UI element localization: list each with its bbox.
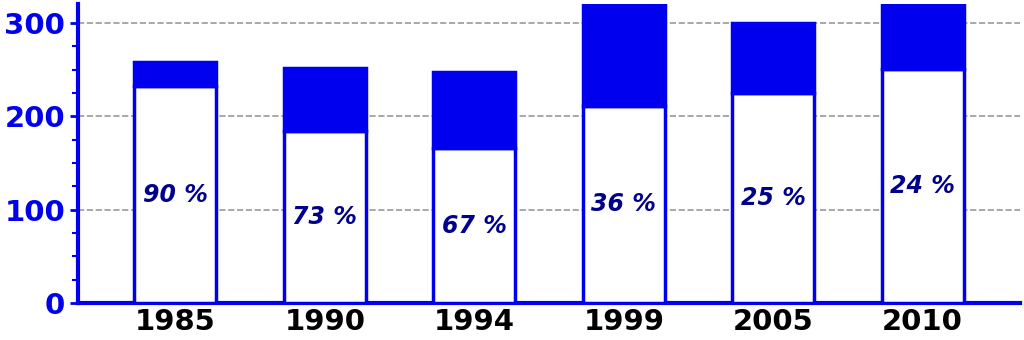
Bar (732, 23, 814, 93)
Bar (882, 0, 964, 69)
Bar (583, 106, 665, 303)
Bar (284, 68, 366, 131)
Bar (732, 93, 814, 303)
Bar (882, 69, 964, 303)
Bar (134, 62, 216, 86)
Text: 90 %: 90 % (143, 183, 208, 207)
Text: 25 %: 25 % (740, 186, 806, 210)
Bar (433, 149, 515, 303)
Text: 73 %: 73 % (293, 205, 357, 229)
Bar (433, 72, 515, 149)
Text: 36 %: 36 % (591, 192, 656, 216)
Bar (583, 0, 665, 106)
Text: 24 %: 24 % (890, 174, 955, 198)
Bar (134, 86, 216, 303)
Bar (284, 131, 366, 303)
Text: 67 %: 67 % (442, 214, 507, 238)
